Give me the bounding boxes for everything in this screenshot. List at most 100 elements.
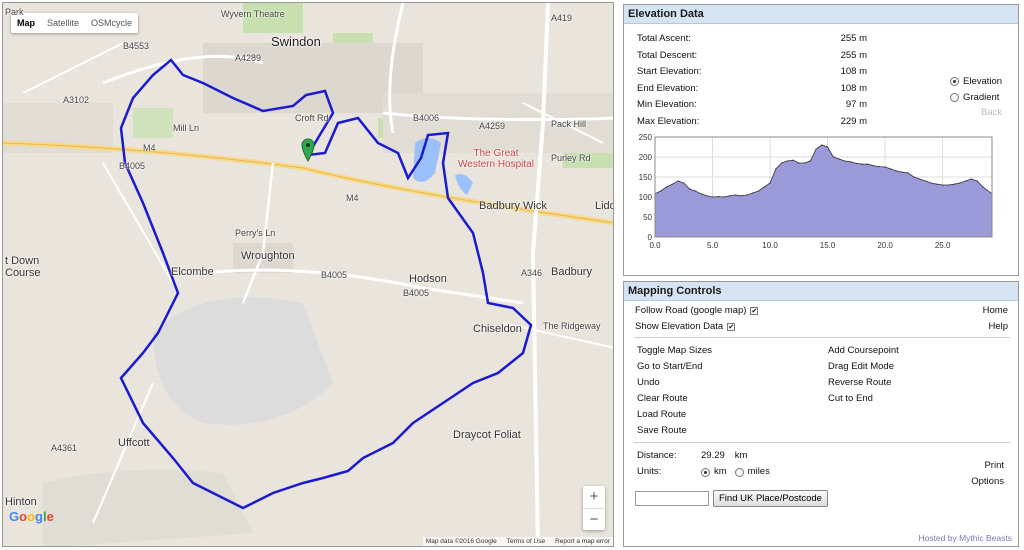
follow-road-option[interactable]: Follow Road (google map) ✔	[635, 305, 759, 316]
elevation-point	[734, 194, 737, 196]
elevation-point	[930, 182, 932, 184]
x-tick-label: 10.0	[762, 241, 778, 250]
drag-edit-mode-link[interactable]: Drag Edit Mode	[828, 361, 895, 372]
label-perrys-ln: Perry's Ln	[235, 228, 276, 238]
label-pack-hill: Pack Hill	[551, 119, 587, 129]
hosted-by-link[interactable]: Hosted by Mythic Beasts	[918, 533, 1012, 543]
find-place-button[interactable]: Find UK Place/Postcode	[713, 490, 828, 507]
stat-row: Total Ascent: 255 m	[637, 33, 867, 44]
stat-row: End Elevation: 108 m	[637, 82, 867, 94]
elevation-point	[896, 170, 898, 172]
x-tick-label: 0.0	[649, 241, 661, 250]
mode-gradient-option[interactable]: Gradient	[950, 89, 1002, 105]
place-search-input[interactable]	[635, 491, 709, 506]
add-coursepoint-link[interactable]: Add Coursepoint	[828, 345, 899, 356]
load-route-link[interactable]: Load Route	[637, 409, 687, 420]
controls-panel-title: Mapping Controls	[624, 282, 1018, 301]
label-draycot: Draycot Foliat	[453, 429, 521, 441]
elevation-point	[924, 180, 926, 182]
show-elevation-checkbox[interactable]: ✔	[727, 323, 736, 331]
clear-route-link[interactable]: Clear Route	[637, 393, 688, 404]
toggle-map-sizes-link[interactable]: Toggle Map Sizes	[637, 345, 712, 356]
map-type-control: Map Satellite OSMcycle	[11, 13, 139, 33]
elevation-radio[interactable]	[950, 76, 959, 86]
distance-value: 29.29	[701, 450, 725, 461]
zoom-in-button[interactable]: +	[589, 488, 599, 505]
report-error-link[interactable]: Report a map error	[555, 538, 610, 545]
follow-road-checkbox[interactable]: ✔	[750, 307, 759, 315]
label-a4361: A4361	[51, 443, 78, 453]
print-link[interactable]: Print	[984, 460, 1004, 471]
elevation-area	[654, 144, 993, 238]
go-to-start-end-link[interactable]: Go to Start/End	[637, 361, 703, 372]
label-wyvern: Wyvern Theatre	[221, 9, 285, 19]
elevation-point	[849, 161, 852, 163]
elevation-chart[interactable]: 0 50 100 150 200 250 0.0 5.0 10.0 15.0 20.0 25.0	[630, 132, 1010, 270]
show-elevation-option[interactable]: Show Elevation Data ✔	[635, 321, 736, 332]
elevation-point	[965, 180, 967, 182]
route-line	[119, 58, 533, 510]
elevation-point	[970, 178, 973, 180]
start-marker-icon[interactable]	[301, 138, 315, 162]
elevation-panel-title: Elevation Data	[624, 5, 1018, 24]
label-park: Park	[5, 7, 24, 17]
x-tick-label: 15.0	[820, 241, 836, 250]
elevation-point	[706, 195, 708, 197]
label-b4553: B4553	[123, 41, 150, 51]
map-type-satellite[interactable]: Satellite	[47, 18, 80, 28]
mode-elevation-option[interactable]: Elevation	[950, 73, 1002, 89]
unit-miles-radio[interactable]	[734, 467, 744, 477]
elevation-point	[740, 195, 742, 197]
gradient-radio[interactable]	[950, 92, 959, 102]
stat-row: Start Elevation: 108 m	[637, 66, 867, 77]
reverse-route-link[interactable]: Reverse Route	[828, 377, 892, 388]
help-link[interactable]: Help	[988, 321, 1008, 332]
plot-frame	[654, 136, 993, 238]
y-tick-label: 200	[639, 153, 653, 162]
options-link[interactable]: Options	[971, 476, 1004, 487]
controls-panel: Mapping Controls Follow Road (google map…	[623, 281, 1019, 547]
elevation-point	[809, 160, 811, 162]
undo-link[interactable]: Undo	[637, 377, 660, 388]
map-data-text: Map data ©2016 Google	[425, 538, 497, 545]
elevation-point	[907, 172, 909, 174]
label-a3102: A3102	[63, 95, 90, 105]
stat-row: Max Elevation: 229 m	[637, 115, 867, 127]
home-link[interactable]: Home	[982, 305, 1008, 316]
label-ridgeway: The Ridgeway	[543, 321, 601, 331]
zoom-out-button[interactable]: −	[583, 508, 605, 530]
terms-link[interactable]: Terms of Use	[506, 538, 546, 545]
elevation-point	[942, 184, 944, 186]
elevation-point	[803, 162, 806, 164]
elevation-point	[867, 163, 869, 165]
map-type-osmcycle[interactable]: OSMcycle	[91, 18, 133, 28]
elevation-point	[775, 168, 777, 170]
left-actions: Toggle Map Sizes Go to Start/End Undo Cl…	[637, 343, 712, 439]
elevation-point	[832, 156, 834, 158]
label-m4-a: M4	[143, 143, 156, 153]
elevation-point	[855, 162, 857, 164]
map-type-map[interactable]: Map	[17, 18, 35, 28]
label-hinton: Hinton	[5, 496, 37, 508]
print-options: Print Options	[971, 458, 1004, 490]
x-tick-label: 20.0	[877, 241, 893, 250]
elevation-point	[873, 165, 875, 167]
elevation-point	[959, 182, 961, 184]
save-route-link[interactable]: Save Route	[637, 425, 687, 436]
map-canvas[interactable]: Map Satellite OSMcycle Swindon Wyvern Th…	[2, 2, 614, 547]
divider	[634, 337, 1010, 338]
elevation-point	[683, 182, 685, 184]
label-swindon: Swindon	[271, 34, 321, 49]
stat-row: Total Descent: 255 m	[637, 49, 867, 61]
distance-label: Distance:	[637, 450, 677, 461]
elevation-point	[677, 180, 679, 182]
back-link[interactable]: Back	[981, 107, 1003, 118]
unit-km-radio[interactable]	[701, 467, 710, 477]
elevation-point	[976, 180, 978, 182]
cut-to-end-link[interactable]: Cut to End	[828, 393, 873, 404]
elevation-point	[665, 186, 668, 188]
elevation-point	[717, 196, 719, 198]
label-liddi: Liddi	[595, 200, 613, 212]
label-a419: A419	[551, 13, 573, 23]
top-right-links: Home Help	[983, 303, 1008, 335]
